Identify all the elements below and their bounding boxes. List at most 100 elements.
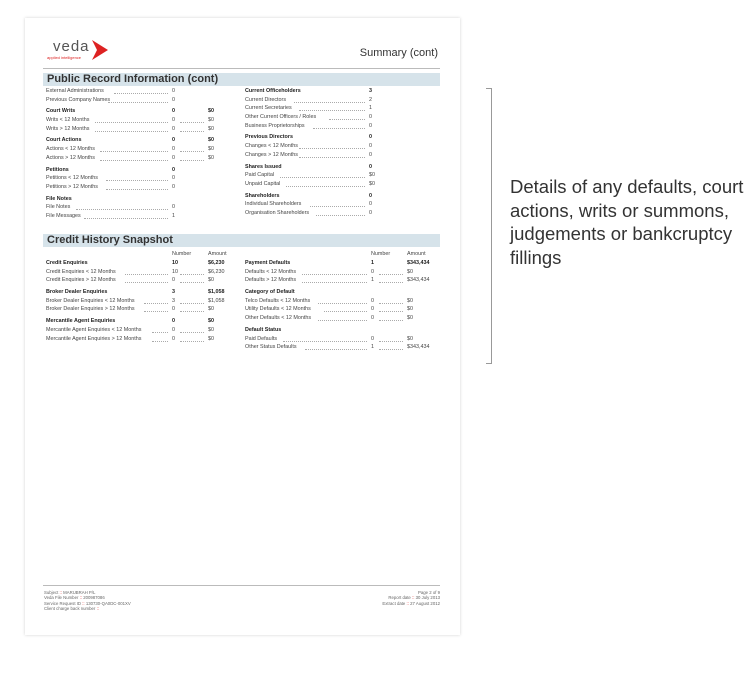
- group-header-row: Court Actions 0 $0: [46, 136, 216, 145]
- row-label: Credit Enquiries: [46, 260, 88, 266]
- credit-history-heading: Credit History Snapshot: [43, 234, 440, 247]
- data-row: Paid Capital $0: [245, 171, 435, 180]
- credit-left-col-headers: Number Amount: [46, 250, 246, 259]
- row-label: Mercantile Agent Enquiries: [46, 318, 116, 325]
- data-row: Defaults < 12 Months 0 $0: [245, 268, 445, 277]
- dotted-leader: [143, 302, 168, 304]
- data-row: Actions < 12 Months 0 $0: [46, 145, 216, 154]
- group-header-row: Court Writs 0 $0: [46, 107, 216, 116]
- credit-history-left-column: Credit Enquiries 10 $6,230 Credit Enquiries…: [46, 259, 246, 343]
- public-record-left-column: External Administrations 0 Previous Compan…: [46, 87, 216, 221]
- group-header-row: Mercantile Agent Enquiries 0 $0: [46, 317, 246, 326]
- dotted-leader: [302, 273, 367, 275]
- row-amount: $0: [407, 315, 413, 322]
- row-label: Broker Dealer Enquiries < 12 Months: [46, 297, 135, 304]
- footer-line: Page 2 of 9: [382, 590, 440, 595]
- row-number: 0: [369, 122, 372, 129]
- row-number: 0: [172, 326, 175, 333]
- row-amount: $343,434: [407, 344, 430, 351]
- data-row: Other Current Officers / Roles 0: [245, 113, 435, 122]
- group-header-row: Credit Enquiries 10 $6,230: [46, 259, 246, 268]
- row-number: 2: [369, 96, 372, 103]
- data-row: Petitions > 12 Months 0: [46, 183, 216, 192]
- row-label: Writs > 12 Months: [46, 125, 90, 132]
- dotted-leader: [315, 214, 365, 216]
- row-label: Telco Defaults < 12 Months: [245, 297, 311, 304]
- row-number: 0: [369, 114, 372, 121]
- dotted-leader: [180, 151, 204, 153]
- footer-separator: ::: [59, 590, 62, 595]
- row-label: Paid Capital: [245, 172, 275, 179]
- row-amount: $0: [208, 108, 214, 115]
- row-amount: $0: [208, 137, 214, 144]
- footer-label: Report date: [388, 595, 411, 601]
- annotation-text: Details of any defaults, court actions, …: [510, 176, 744, 268]
- row-amount: $0: [208, 146, 214, 153]
- dotted-leader: [76, 209, 168, 211]
- row-amount: $0: [208, 117, 214, 124]
- row-number: 3: [172, 297, 175, 304]
- data-row: Current Secretaries 1: [245, 104, 435, 113]
- row-amount: $1,058: [208, 289, 225, 296]
- dotted-leader: [318, 320, 367, 322]
- amount-column-header: Amount: [208, 251, 227, 257]
- row-number: 0: [371, 297, 374, 304]
- footer-separator: ::: [96, 606, 99, 612]
- public-record-heading: Public Record Information (cont): [43, 73, 440, 86]
- dotted-leader: [84, 217, 168, 219]
- logo-word: veda: [53, 38, 90, 55]
- header-divider: [43, 68, 440, 69]
- footer-left: Subject :: MARUBRAH P/L Veda File Number …: [44, 590, 131, 612]
- row-label: File Notes: [46, 195, 72, 202]
- row-label: Business Proprietorships: [245, 122, 305, 129]
- row-number: 0: [371, 315, 374, 322]
- dotted-leader: [151, 340, 168, 342]
- footer-value: 130730-QA0DC-001XV: [85, 600, 131, 606]
- row-number: 0: [172, 306, 175, 313]
- data-row: Broker Dealer Enquiries < 12 Months 3 $1,0…: [46, 297, 246, 306]
- footer-value: MARUBRAH P/L: [63, 590, 96, 595]
- row-number: 3: [172, 289, 175, 296]
- dotted-leader: [302, 282, 367, 284]
- row-number: 0: [172, 137, 175, 144]
- footer-divider: [43, 585, 440, 586]
- row-number: 3: [369, 88, 372, 94]
- row-label: Writs < 12 Months: [46, 117, 90, 124]
- row-amount: $1,058: [208, 297, 225, 304]
- row-label: Previous Directors: [245, 134, 293, 141]
- row-amount: $0: [208, 326, 214, 333]
- footer-label: Service Request ID: [44, 600, 82, 606]
- row-amount: $0: [208, 277, 214, 284]
- footer-separator: ::: [82, 600, 85, 606]
- row-label: Individual Shareholders: [245, 201, 302, 208]
- dotted-leader: [94, 122, 168, 124]
- data-row: Actions > 12 Months 0 $0: [46, 154, 216, 163]
- dotted-leader: [285, 185, 365, 187]
- dotted-leader: [379, 302, 403, 304]
- footer-line: Veda File Number :: 200987086: [44, 595, 131, 600]
- footer-label: Extract date: [382, 600, 406, 606]
- row-amount: $6,230: [208, 260, 225, 266]
- row-number: 0: [172, 117, 175, 124]
- row-amount: $0: [407, 268, 413, 275]
- data-row: Writs < 12 Months 0 $0: [46, 116, 216, 125]
- dotted-leader: [124, 273, 168, 275]
- dotted-leader: [180, 122, 204, 124]
- dotted-leader: [280, 177, 365, 179]
- dotted-leader: [100, 159, 168, 161]
- row-label: Petitions: [46, 166, 69, 173]
- row-number: 0: [369, 143, 372, 150]
- row-label: Category of Default: [245, 289, 295, 296]
- group-header-row: Broker Dealer Enquiries 3 $1,058: [46, 288, 246, 297]
- footer-label: Veda File Number: [44, 595, 79, 601]
- row-label: Changes > 12 Months: [245, 151, 298, 158]
- dotted-leader: [379, 340, 403, 342]
- row-label: Broker Dealer Enquiries: [46, 289, 108, 296]
- dotted-leader: [293, 101, 365, 103]
- data-row: Changes < 12 Months 0: [245, 142, 435, 151]
- report-page: veda applied intelligence Summary (cont)…: [25, 18, 460, 635]
- footer-separator: ::: [412, 595, 415, 601]
- dotted-leader: [180, 302, 204, 304]
- dotted-leader: [105, 188, 168, 190]
- dotted-leader: [379, 349, 403, 351]
